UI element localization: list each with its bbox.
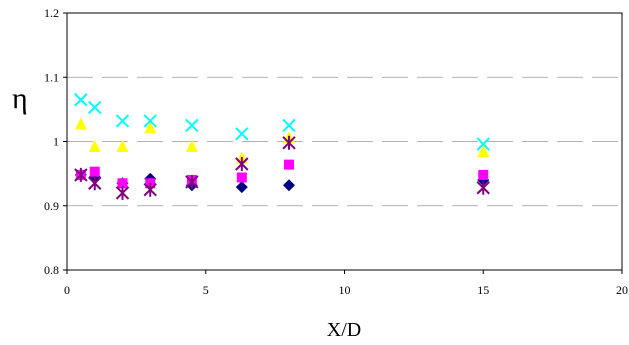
star-marker bbox=[476, 180, 490, 195]
star-marker bbox=[143, 182, 157, 197]
x-tick-labels: 0 5 10 15 20 bbox=[64, 283, 628, 297]
y-tick-label: 1 bbox=[53, 135, 59, 149]
y-tick-labels: 0.8 0.9 1 1.1 1.2 bbox=[44, 6, 59, 277]
square-marker bbox=[478, 169, 489, 180]
y-axis-label: η bbox=[12, 82, 28, 115]
x-marker bbox=[476, 137, 490, 151]
x-marker bbox=[235, 127, 249, 141]
triangle-marker bbox=[74, 117, 87, 130]
y-tick-label: 1.2 bbox=[44, 6, 59, 20]
x-marker bbox=[74, 93, 88, 107]
y-tick-label: 0.8 bbox=[44, 263, 59, 277]
triangle-marker bbox=[185, 139, 198, 152]
x-tick-label: 10 bbox=[339, 283, 351, 297]
square-marker bbox=[284, 159, 294, 170]
gridlines bbox=[67, 76, 622, 207]
x-marker bbox=[282, 118, 296, 133]
star-marker bbox=[115, 185, 130, 200]
data-markers bbox=[74, 93, 490, 200]
star-marker bbox=[235, 156, 249, 171]
x-marker bbox=[185, 118, 199, 133]
y-tick-label: 0.9 bbox=[44, 199, 59, 213]
x-tick-label: 5 bbox=[203, 283, 209, 297]
x-axis-label: X/D bbox=[327, 319, 361, 341]
square-marker bbox=[236, 172, 247, 183]
y-tick-label: 1.1 bbox=[44, 70, 59, 84]
x-marker bbox=[143, 114, 157, 128]
x-tick-label: 0 bbox=[64, 283, 70, 297]
axis-ticks bbox=[63, 12, 623, 274]
diamond-marker bbox=[235, 181, 248, 194]
x-marker bbox=[88, 100, 102, 115]
x-tick-label: 20 bbox=[616, 283, 628, 297]
star-marker bbox=[282, 135, 296, 150]
square-marker bbox=[117, 178, 128, 189]
star-marker bbox=[88, 176, 102, 191]
triangle-marker bbox=[88, 139, 101, 152]
x-marker bbox=[115, 114, 130, 128]
triangle-marker bbox=[144, 121, 157, 134]
square-marker bbox=[89, 166, 100, 177]
triangle-marker bbox=[116, 139, 129, 152]
diamond-marker bbox=[283, 179, 295, 192]
star-marker bbox=[185, 174, 199, 189]
x-tick-label: 15 bbox=[477, 283, 489, 297]
star-marker bbox=[74, 167, 88, 182]
triangle-marker bbox=[477, 145, 490, 158]
